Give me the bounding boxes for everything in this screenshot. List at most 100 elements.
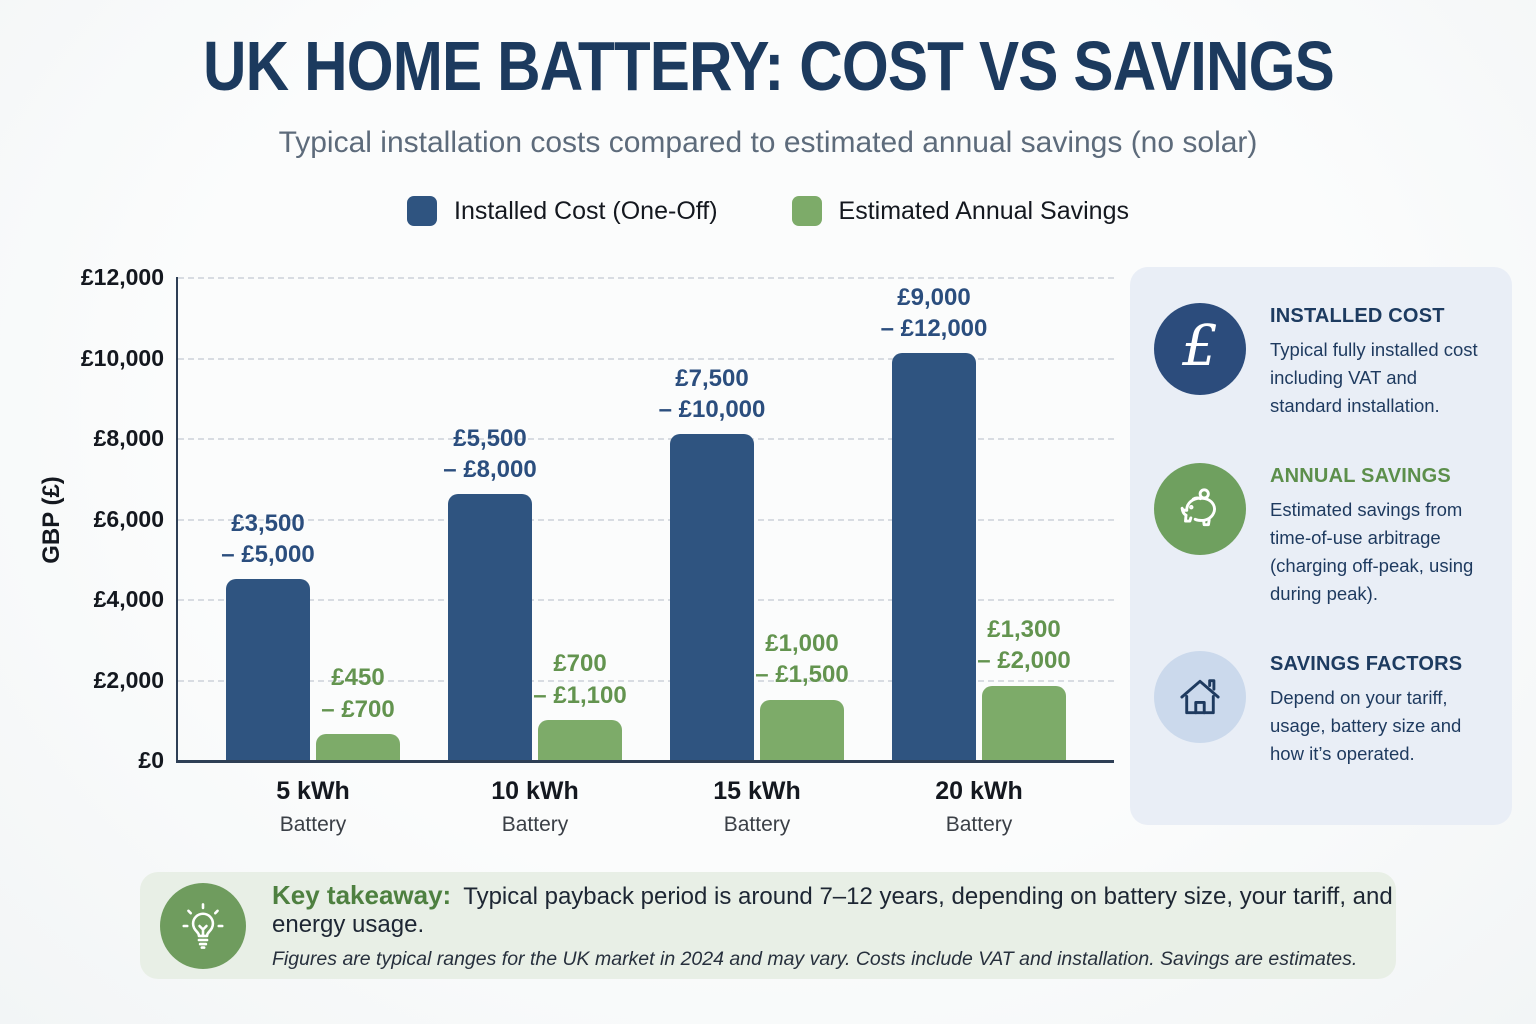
page-title: UK HOME BATTERY: COST VS SAVINGS [0,26,1536,106]
x-axis-label-battery: Battery [501,813,569,836]
x-axis-label-size: 5 kWh [276,777,350,805]
takeaway-label: Key takeaway: [272,880,452,910]
y-tick-label: £0 [138,747,164,773]
bar-range-line: £700 [553,650,607,678]
bar-range-line: – £700 [321,695,395,723]
bar-annual-savings [538,719,622,760]
bar-group-5-kwh: £3,500 – £5,000 £450 – £700 [221,277,400,760]
bar-group-20-kwh: £9,000 – £12,000 £1,300 – £2,000 [881,277,1071,760]
info-item-savings-factors: SAVINGS FACTORS Depend on your tariff, u… [1154,651,1488,767]
house-icon [1154,651,1246,744]
bar-installed-cost [670,433,754,760]
bar-range-line: – £5,000 [221,540,315,568]
bar-annual-savings [982,685,1066,760]
bar-range-line: – £1,100 [533,681,627,709]
bar-installed-cost [226,578,310,760]
legend-item-1: Estimated Annual Savings [791,196,1129,226]
pound-icon: £ [1154,303,1246,395]
takeaway-footnote: Figures are typical ranges for the UK ma… [272,948,1358,970]
info-item-installed-cost: £ INSTALLED COST Typical fully installed… [1154,303,1488,419]
bar-range-line: – £12,000 [880,315,988,343]
info-heading: ANNUAL SAVINGS [1270,465,1451,488]
legend-label: Installed Cost (One-Off) [454,196,718,225]
bar-group-15-kwh: £7,500 – £10,000 £1,000 – £1,500 [659,277,849,760]
x-axis-label-battery: Battery [723,813,791,836]
info-panel: £ INSTALLED COST Typical fully installed… [1130,267,1512,825]
bar-groups: £3,500 – £5,000 £450 – £700 £5,500 – £8,000 £7… [178,277,1114,760]
x-axis-labels: 5 kWh Battery 10 kWh Battery 15 kWh Battery 20… [178,777,1114,837]
chart-area: £0 £2,000 £4,000 £6,000 £8,000 £10,000 £12,000… [81,264,1114,836]
takeaway-line: Key takeaway: Typical payback period is a… [272,880,1396,939]
x-axis-label: 15 kWh Battery [670,777,844,837]
y-axis-title: GBP (£) [38,476,65,564]
bar-range-line: £9,000 [897,284,971,312]
bar-column: £9,000 – £12,000 [881,277,987,760]
bar-range-line: £1,300 [987,616,1061,644]
y-tick-label: £4,000 [93,586,164,613]
bar-range-label: £7,500 – £10,000 [659,363,766,425]
gridline [178,679,1114,682]
bar-range-line: £450 [331,664,385,692]
info-body: Typical fully installed cost including V… [1270,339,1478,416]
x-axis-label: 5 kWh Battery [226,777,400,837]
bar-annual-savings [760,699,844,760]
info-body: Estimated savings from time-of-use arbit… [1270,499,1474,604]
bar-column: £3,500 – £5,000 [221,277,315,760]
info-item-annual-savings: ANNUAL SAVINGS Estimated savings from ti… [1154,463,1488,607]
bar-range-line: £3,500 [231,509,305,537]
y-tick-label: £12,000 [80,264,164,290]
bar-range-label: £9,000 – £12,000 [881,282,988,344]
legend-label: Estimated Annual Savings [838,196,1129,225]
bar-installed-cost [448,494,532,760]
x-axis-label-size: 10 kWh [491,777,579,805]
bar-range-line: – £1,500 [755,661,849,689]
x-axis-label: 10 kWh Battery [448,777,622,837]
bar-range-label: £3,500 – £5,000 [221,508,314,570]
y-tick-label: £6,000 [93,505,164,532]
piggy-bank-icon [1154,463,1246,556]
legend: Installed Cost (One-Off) Estimated Annual… [0,196,1536,226]
bar-column: £7,500 – £10,000 [659,277,765,760]
bar-range-label: £700 – £1,100 [533,648,626,710]
bar-range-line: – £8,000 [443,456,537,484]
x-axis-label-size: 15 kWh [713,777,801,805]
gridline [178,357,1114,360]
bar-annual-savings [316,733,400,760]
bar-column: £5,500 – £8,000 [443,277,537,760]
bar-range-label: £1,000 – £1,500 [755,628,848,690]
takeaway-bar: Key takeaway: Typical payback period is a… [140,872,1396,979]
x-axis-label-battery: Battery [945,813,1013,836]
bar-range-label: £1,300 – £2,000 [977,614,1070,676]
legend-swatch-icon [407,196,437,226]
gridline [178,438,1114,441]
bar-column: £700 – £1,100 [533,277,627,760]
takeaway-text: Typical payback period is around 7–12 ye… [272,883,1393,938]
legend-swatch-icon [791,196,822,226]
bar-range-line: £7,500 [675,364,749,392]
bar-range-line: – £10,000 [658,395,766,423]
legend-item-0: Installed Cost (One-Off) [407,196,718,226]
bar-range-label: £5,500 – £8,000 [443,423,536,485]
bar-column: £450 – £700 [316,277,400,760]
info-heading: SAVINGS FACTORS [1270,653,1463,676]
info-body: Depend on your tariff, usage, battery si… [1270,687,1462,764]
bar-column: £1,300 – £2,000 [977,277,1071,760]
y-tick-label: £8,000 [93,425,164,452]
bar-range-line: £1,000 [765,630,839,658]
bar-column: £1,000 – £1,500 [755,277,849,760]
info-heading: INSTALLED COST [1270,305,1445,327]
y-tick-label: £2,000 [93,666,164,693]
bar-range-line: – £2,000 [977,647,1071,675]
x-axis-label-size: 20 kWh [935,777,1023,805]
bar-range-line: £5,500 [453,424,527,452]
page-subtitle: Typical installation costs compared to e… [278,126,1258,159]
x-axis-label: 20 kWh Battery [892,777,1066,837]
gridline [178,599,1114,602]
page-title-text: UK HOME BATTERY: COST VS SAVINGS [202,27,1335,105]
bar-installed-cost [892,353,976,760]
gridline [178,277,1114,279]
gridline [178,518,1114,521]
bar-group-10-kwh: £5,500 – £8,000 £700 – £1,100 [443,277,627,760]
x-axis-label-battery: Battery [279,813,347,836]
